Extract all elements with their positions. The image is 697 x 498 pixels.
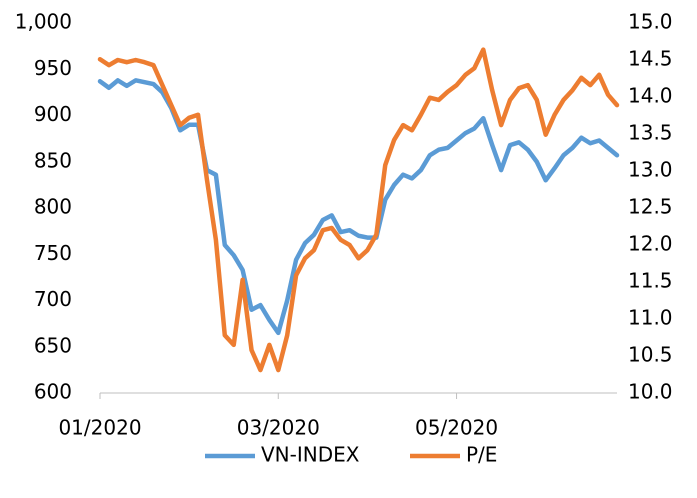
y2-tick-label: 15.0 xyxy=(628,10,673,34)
x-tick-label: 01/2020 xyxy=(58,416,141,440)
legend-label: P/E xyxy=(466,443,497,467)
line-series xyxy=(97,78,620,336)
y2-tick-label: 14.0 xyxy=(628,84,673,108)
y2-tick-label: 14.5 xyxy=(628,47,673,71)
y2-tick-label: 10.5 xyxy=(628,343,673,367)
y-tick-label: 650 xyxy=(34,333,72,357)
y-tick-label: 950 xyxy=(34,56,72,80)
y2-tick-label: 11.5 xyxy=(628,269,673,293)
y-tick-label: 900 xyxy=(34,102,72,126)
x-tick-label: 03/2020 xyxy=(237,416,320,440)
y-tick-label: 800 xyxy=(34,195,72,219)
y2-tick-label: 10.0 xyxy=(628,380,673,404)
y2-tick-label: 13.0 xyxy=(628,158,673,182)
y-tick-label: 600 xyxy=(34,380,72,404)
y2-tick-label: 12.0 xyxy=(628,232,673,256)
y-tick-label: 750 xyxy=(34,241,72,265)
y-tick-label: 700 xyxy=(34,287,72,311)
y2-tick-label: 12.5 xyxy=(628,195,673,219)
y-tick-label: 1,000 xyxy=(15,10,72,34)
y2-tick-label: 11.0 xyxy=(628,306,673,330)
y2-tick-label: 13.5 xyxy=(628,121,673,145)
line-series xyxy=(97,47,620,373)
x-tick-label: 05/2020 xyxy=(415,416,498,440)
y-tick-label: 850 xyxy=(34,148,72,172)
legend-label: VN-INDEX xyxy=(261,443,360,467)
